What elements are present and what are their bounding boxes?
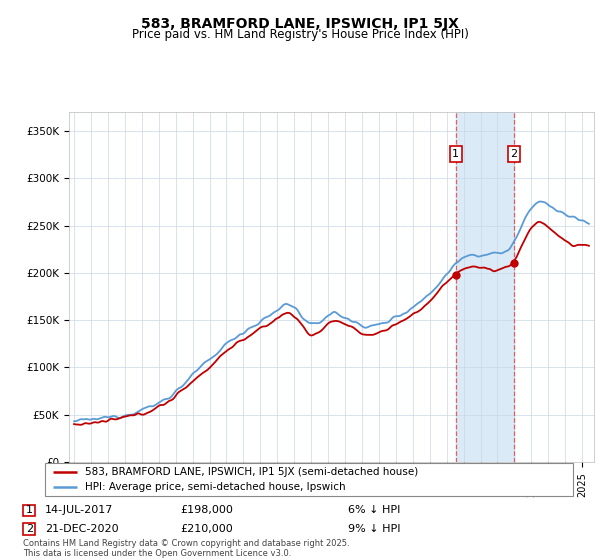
Text: 1: 1 xyxy=(452,149,460,159)
Text: 14-JUL-2017: 14-JUL-2017 xyxy=(45,506,113,515)
Bar xyxy=(23,505,35,516)
Text: 2: 2 xyxy=(26,524,33,534)
Text: 21-DEC-2020: 21-DEC-2020 xyxy=(45,524,119,534)
Text: £210,000: £210,000 xyxy=(180,524,233,534)
Text: Price paid vs. HM Land Registry's House Price Index (HPI): Price paid vs. HM Land Registry's House … xyxy=(131,28,469,41)
Text: 1: 1 xyxy=(26,506,33,515)
Text: 6% ↓ HPI: 6% ↓ HPI xyxy=(348,506,400,515)
Text: 9% ↓ HPI: 9% ↓ HPI xyxy=(348,524,401,534)
Text: £198,000: £198,000 xyxy=(180,506,233,515)
Text: HPI: Average price, semi-detached house, Ipswich: HPI: Average price, semi-detached house,… xyxy=(85,482,345,492)
Text: 583, BRAMFORD LANE, IPSWICH, IP1 5JX (semi-detached house): 583, BRAMFORD LANE, IPSWICH, IP1 5JX (se… xyxy=(85,467,418,477)
Bar xyxy=(456,112,514,462)
Bar xyxy=(23,523,35,534)
Text: 2: 2 xyxy=(511,149,517,159)
Text: Contains HM Land Registry data © Crown copyright and database right 2025.
This d: Contains HM Land Registry data © Crown c… xyxy=(23,539,349,558)
Text: 583, BRAMFORD LANE, IPSWICH, IP1 5JX: 583, BRAMFORD LANE, IPSWICH, IP1 5JX xyxy=(141,17,459,31)
